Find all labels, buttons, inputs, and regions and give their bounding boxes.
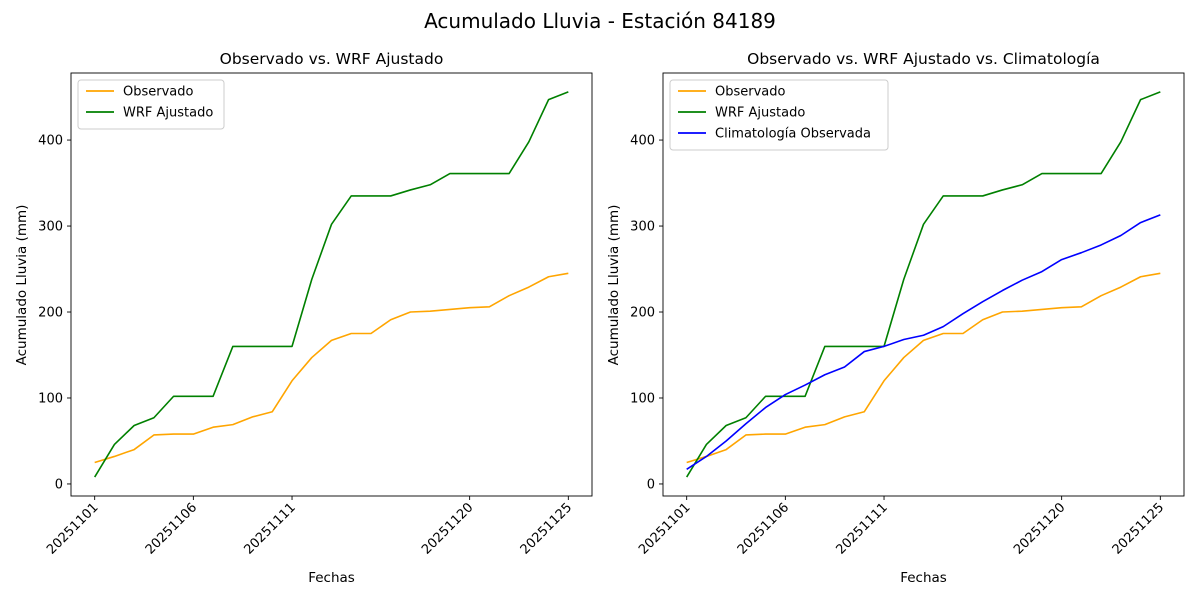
chart-left-ytick-label: 400 [38,134,63,149]
chart-left-ytick-label: 300 [38,220,63,235]
chart-right-ytick-label: 400 [630,134,655,149]
chart-left-legend-label: Observado [123,85,194,100]
chart-right-xtick-label: 20251120 [1011,500,1068,557]
chart-right-xlabel: Fechas [900,570,947,586]
chart-right-xtick-label: 20251125 [1110,500,1167,557]
chart-left-series-line-1 [93,91,569,478]
chart-right-ylabel: Acumulado Lluvia (mm) [606,205,622,366]
chart-left-title: Observado vs. WRF Ajustado [220,50,444,68]
chart-left-ytick-label: 0 [55,477,63,492]
chart-left: Observado vs. WRF Ajustado Fechas Acumul… [14,50,593,586]
chart-right: Observado vs. WRF Ajustado vs. Climatolo… [606,50,1185,586]
chart-right-series-line-2 [686,214,1161,471]
chart-right-axes-frame [662,72,1185,497]
chart-left-xtick-label: 20251111 [241,500,298,557]
chart-right-xtick-label: 20251106 [735,500,792,557]
chart-right-legend: Observado WRF Ajustado Climatología Observ… [669,79,889,151]
chart-right-legend-box [669,79,889,151]
chart-right-xtick-label: 20251111 [833,500,890,557]
chart-left-legend-label: WRF Ajustado [123,106,213,121]
chart-right-legend-label: WRF Ajustado [715,106,805,121]
chart-left-axes-frame [70,72,593,497]
chart-right-title: Observado vs. WRF Ajustado vs. Climatolo… [747,50,1100,68]
chart-left-legend-box [77,79,225,130]
chart-left-ytick-label: 100 [38,391,63,406]
chart-right-series-line-0 [686,272,1161,464]
chart-left-xtick-label: 20251125 [518,500,575,557]
chart-left-xtick-label: 20251106 [143,500,200,557]
chart-right-xtick-label: 20251101 [636,500,693,557]
chart-left-xtick-label: 20251101 [44,500,101,557]
chart-right-ytick-label: 100 [630,391,655,406]
chart-right-legend-label: Climatología Observada [715,127,871,142]
chart-right-ytick-label: 0 [647,477,655,492]
chart-left-xlabel: Fechas [308,570,355,586]
chart-left-xtick-label: 20251120 [419,500,476,557]
figure-title: Acumulado Lluvia - Estación 84189 [424,9,776,33]
chart-left-ylabel: Acumulado Lluvia (mm) [14,205,30,366]
chart-right-ytick-label: 200 [630,306,655,321]
chart-right-legend-label: Observado [715,85,786,100]
chart-left-ytick-label: 200 [38,306,63,321]
chart-right-series-line-1 [685,91,1161,478]
chart-left-legend: Observado WRF Ajustado [77,79,225,130]
chart-left-series-line-0 [94,272,569,464]
chart-right-ytick-label: 300 [630,220,655,235]
